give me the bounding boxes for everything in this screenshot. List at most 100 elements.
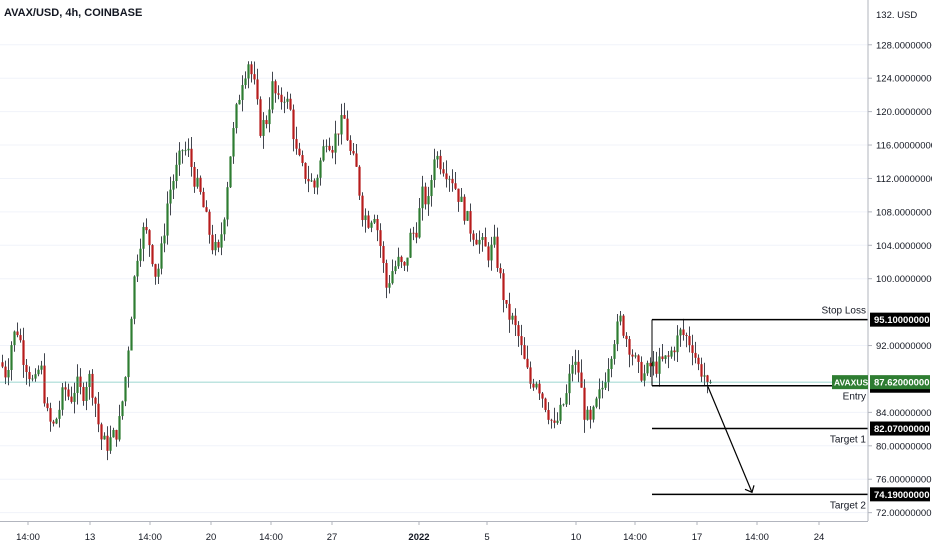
candle-body (532, 383, 535, 388)
candle-body (109, 437, 112, 451)
time-label: 10 (571, 532, 582, 543)
candle-body (397, 256, 400, 267)
candle-body (214, 241, 217, 251)
candle-body (142, 226, 145, 249)
candle-body (556, 420, 559, 423)
candle-body (409, 232, 412, 258)
candle-body (670, 350, 673, 357)
candle-body (310, 180, 313, 182)
candle-body (640, 361, 643, 381)
candle-body (64, 387, 67, 390)
candle-body (199, 177, 202, 192)
candle-body (82, 386, 85, 401)
symbol-tag-label: AVAXUSD (834, 378, 874, 388)
candle-body (616, 321, 619, 345)
candle-body (67, 389, 70, 397)
price-tick-label: 92.00000000 (876, 341, 931, 352)
candle-body (646, 362, 649, 374)
candle-body (226, 187, 229, 220)
candle-body (55, 418, 58, 424)
candle-body (550, 419, 553, 421)
candle-body (346, 118, 349, 141)
candle-body (553, 420, 556, 423)
arrow-head (744, 485, 755, 494)
level-price-tag (870, 312, 930, 327)
candle-body (514, 315, 517, 326)
candle-body (7, 370, 10, 378)
candle-body (136, 260, 139, 277)
candle-body (379, 230, 382, 247)
candle-body (19, 335, 22, 341)
symbol-tag (832, 375, 868, 390)
candle-body (361, 195, 364, 221)
candle-body (208, 211, 211, 235)
candle-body (10, 345, 13, 371)
candle-body (403, 261, 406, 266)
candle-body (586, 409, 589, 420)
candle-body (496, 236, 499, 268)
candle-body (691, 345, 694, 353)
candle-body (445, 173, 448, 180)
price-tick-label: 124.00000000 (876, 74, 932, 85)
candle-body (58, 409, 61, 419)
candle-body (529, 367, 532, 384)
candle-body (334, 133, 337, 153)
candle-body (484, 237, 487, 247)
candle-body (490, 244, 493, 261)
candle-body (355, 153, 358, 167)
candle-body (418, 208, 421, 238)
time-label: 2022 (408, 532, 429, 543)
candle-body (1, 362, 4, 367)
candle-body (184, 150, 187, 152)
candle-body (241, 85, 244, 100)
candle-body (4, 366, 7, 378)
candle-body (460, 196, 463, 202)
price-tags: 95.1000000087.1900000082.0700000074.1900… (832, 312, 930, 502)
candle-body (520, 336, 523, 346)
candle-body (223, 219, 226, 235)
candle-body (589, 409, 592, 420)
candle-body (244, 78, 247, 86)
candle-body (592, 406, 595, 420)
candle-body (631, 354, 634, 357)
candle-body (424, 186, 427, 205)
candle-body (595, 398, 598, 407)
candle-body (307, 178, 310, 182)
candle-body (574, 361, 577, 365)
candle-body (526, 358, 529, 368)
candle-body (133, 276, 136, 319)
candle-body (430, 180, 433, 197)
candle-body (229, 156, 232, 188)
candle-body (148, 230, 151, 246)
candle-body (664, 355, 667, 360)
candle-body (76, 376, 79, 393)
candles-layer (1, 61, 712, 461)
candle-body (283, 101, 286, 103)
candle-body (139, 248, 142, 261)
candle-body (124, 377, 127, 402)
candle-body (265, 120, 268, 125)
candle-body (340, 115, 343, 135)
time-label: 14:00 (16, 532, 40, 543)
candle-body (697, 357, 700, 365)
candle-body (382, 246, 385, 264)
candle-body (637, 355, 640, 362)
candle-body (436, 155, 439, 160)
candle-body (88, 373, 91, 387)
candle-body (232, 128, 235, 157)
time-label: 14:00 (623, 532, 647, 543)
candle-body (568, 373, 571, 394)
candle-body (607, 368, 610, 383)
time-label: 5 (484, 532, 489, 543)
candle-body (97, 403, 100, 425)
candle-body (622, 315, 625, 336)
candle-body (565, 393, 568, 405)
candle-body (292, 109, 295, 140)
candle-body (472, 233, 475, 240)
candle-body (373, 218, 376, 223)
candle-body (130, 318, 133, 351)
candle-body (571, 364, 574, 374)
candle-body (337, 133, 340, 135)
candle-body (421, 186, 424, 209)
